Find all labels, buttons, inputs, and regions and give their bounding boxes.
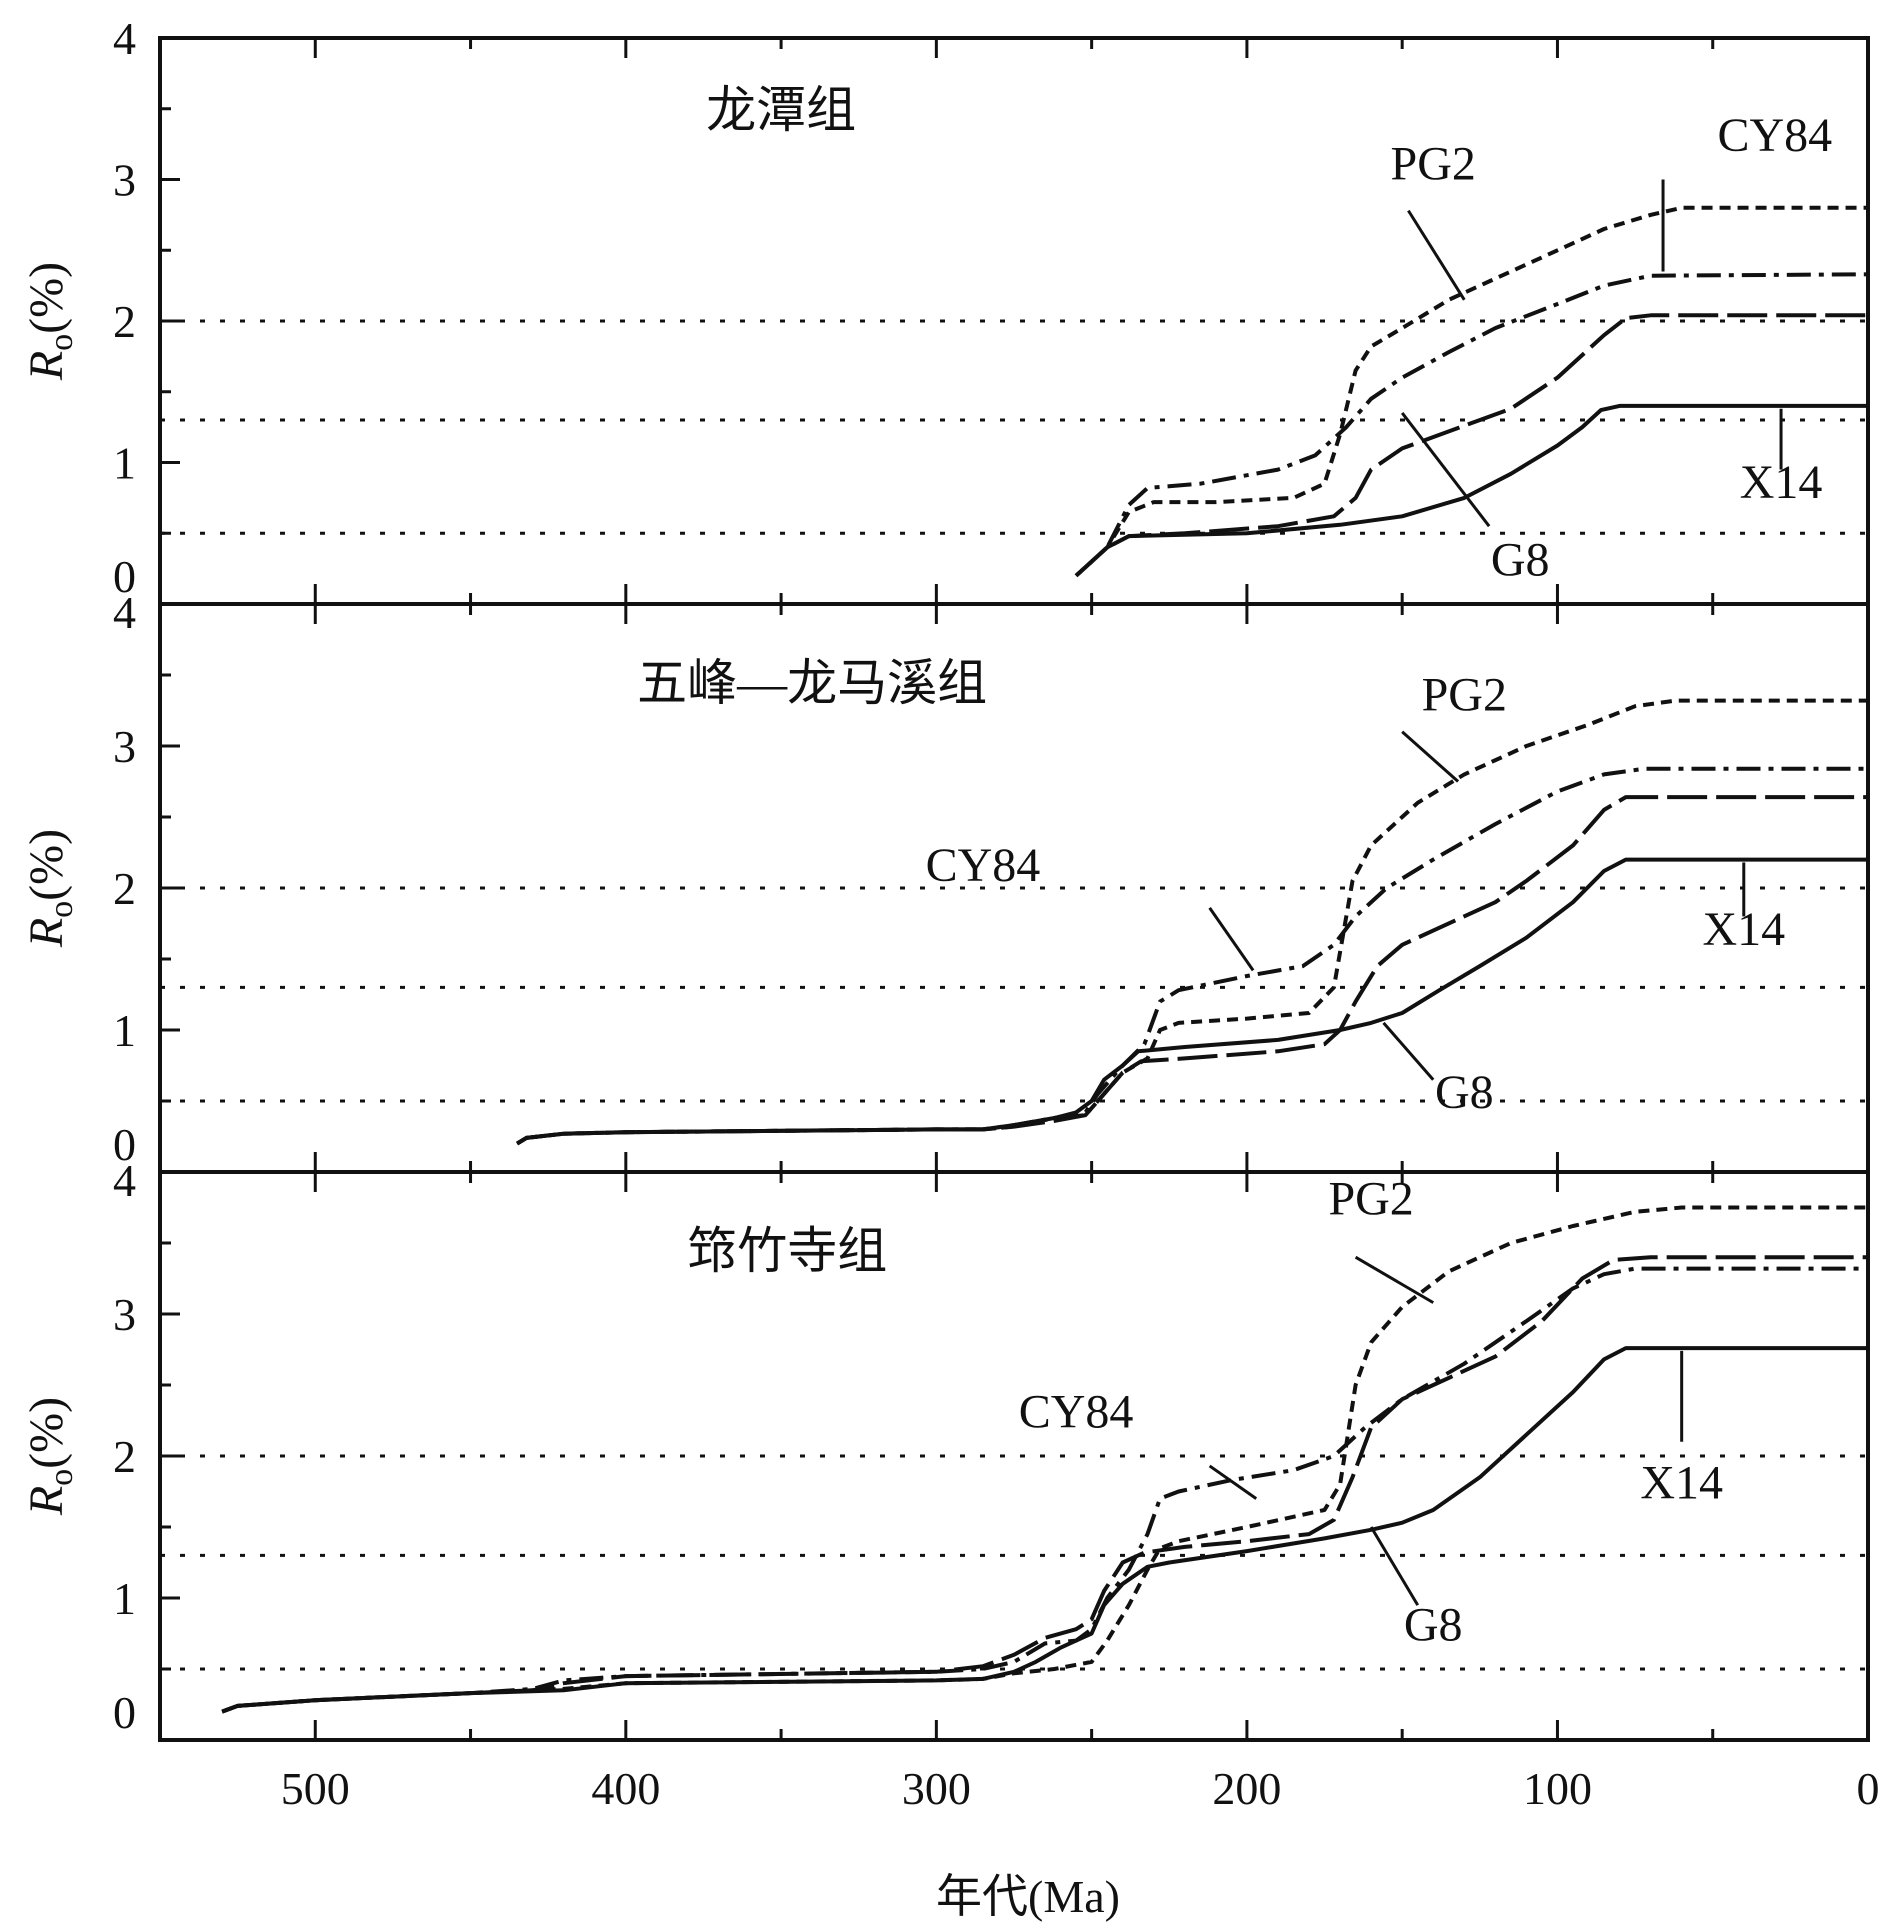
series-line-g8 [516, 795, 1868, 1146]
chart-panels: 01234Ro(%)龙潭组PG2CY84G8X1401234Ro(%)五峰—龙马… [20, 13, 1880, 1814]
y-tick-label: 4 [113, 1155, 136, 1206]
y-tick-label: 2 [113, 1431, 136, 1482]
leader-line-cy84 [1208, 907, 1255, 972]
x-tick-label: 0 [1857, 1763, 1880, 1814]
y-axis-label-sub: o [43, 901, 80, 918]
y-tick-label: 1 [113, 438, 136, 489]
y-axis-label: Ro(%) [20, 829, 80, 948]
y-axis-label-main: R [20, 918, 73, 948]
y-tick-label: 2 [113, 863, 136, 914]
y-tick-label: 0 [113, 1687, 136, 1738]
y-axis-label-main: R [20, 351, 73, 381]
y-tick-label: 3 [113, 1289, 136, 1340]
y-axis-label: Ro(%) [20, 1397, 80, 1516]
leader-line-pg2 [1401, 730, 1460, 783]
y-tick-label: 4 [113, 587, 136, 638]
y-axis-label-sub: o [43, 334, 80, 351]
series-line-g8 [221, 1255, 1868, 1714]
panel-title: 筇竹寺组 [687, 1223, 887, 1279]
y-axis-label-rest: (%) [20, 262, 73, 334]
y-axis-label-sub: o [43, 1469, 80, 1486]
series-line-pg2 [221, 1205, 1868, 1714]
series-label-pg2: PG2 [1328, 1173, 1413, 1226]
series-label-x14: X14 [1640, 1457, 1723, 1510]
y-tick-label: 0 [113, 1119, 136, 1170]
x-axis-label: 年代(Ma) [936, 1871, 1120, 1922]
series-label-pg2: PG2 [1422, 669, 1507, 722]
y-tick-label: 2 [113, 296, 136, 347]
series-line-x14 [221, 1346, 1868, 1714]
y-tick-label: 3 [113, 155, 136, 206]
leader-line-g8 [1400, 412, 1491, 528]
series-label-g8: G8 [1491, 534, 1550, 587]
y-tick-label: 3 [113, 721, 136, 772]
panel-2: 0 1 2 3 4 Ro(%) 五峰—龙马溪组 PG2 CY84 G8 X14 [20, 587, 1870, 1174]
y-tick-label: 1 [113, 1005, 136, 1056]
y-axis-label-rest: (%) [20, 1397, 73, 1469]
leader-line-g8 [1369, 1526, 1419, 1606]
y-tick-label: 0 [113, 551, 136, 602]
y-axis-label: Ro(%) [20, 262, 80, 381]
y-tick-label: 4 [113, 13, 136, 64]
series-line-pg2 [1074, 205, 1868, 578]
x-tick-label: 100 [1523, 1763, 1592, 1814]
series-label-g8: G8 [1404, 1599, 1463, 1652]
panel-title: 五峰—龙马溪组 [637, 655, 987, 711]
panel-1: 0 1 2 3 4 Ro(%) 龙潭组 PG2 CY84 G8 X14 [20, 13, 1870, 606]
x-tick-label: 400 [591, 1763, 660, 1814]
series-line-g8 [1074, 313, 1868, 578]
y-axis-label-rest: (%) [20, 829, 73, 901]
series-line-cy84 [221, 1266, 1868, 1714]
leader-line-g8 [1382, 1021, 1435, 1081]
leader-line-pg2 [1354, 1255, 1434, 1304]
series-line-x14 [516, 857, 1868, 1146]
y-tick-label: 1 [113, 1573, 136, 1624]
series-label-x14: X14 [1702, 903, 1785, 956]
plot-frame [158, 36, 1870, 606]
panel-title: 龙潭组 [706, 82, 856, 138]
series-label-cy84: CY84 [926, 839, 1041, 892]
series-label-g8: G8 [1435, 1066, 1494, 1119]
x-tick-label: 200 [1212, 1763, 1281, 1814]
series-label-x14: X14 [1740, 456, 1823, 509]
series-label-cy84: CY84 [1717, 109, 1832, 162]
panel-3: 0 1 2 3 4 500 400 300 200 100 0 Ro(%) 筇竹寺组 PG2 CY84 G8 X… [20, 1155, 1880, 1814]
series-line-pg2 [516, 698, 1868, 1146]
x-tick-label: 300 [902, 1763, 971, 1814]
series-label-pg2: PG2 [1391, 138, 1476, 191]
leader-line-cy84 [1208, 1464, 1258, 1500]
series-line-cy84 [1074, 272, 1869, 578]
leader-line-pg2 [1407, 209, 1466, 301]
y-axis-label-main: R [20, 1486, 73, 1516]
series-label-cy84: CY84 [1019, 1386, 1134, 1439]
series-line-x14 [1074, 403, 1868, 578]
x-tick-label: 500 [281, 1763, 350, 1814]
series-line-cy84 [516, 766, 1868, 1146]
